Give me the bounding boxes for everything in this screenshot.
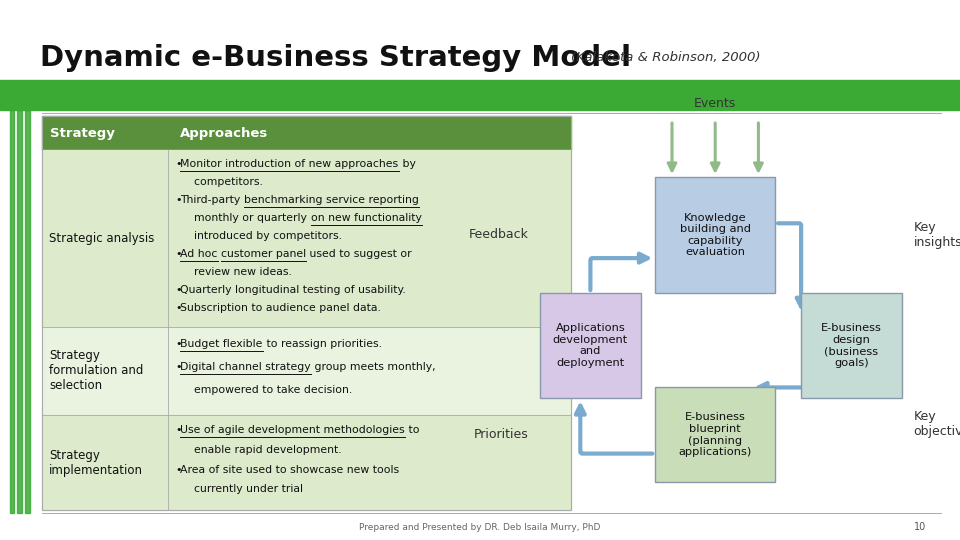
Text: 10: 10 <box>914 522 926 532</box>
Bar <box>655 177 776 293</box>
Text: empowered to take decision.: empowered to take decision. <box>180 386 352 395</box>
Text: Events: Events <box>694 97 736 111</box>
Text: currently under trial: currently under trial <box>180 484 303 495</box>
Text: Budget flexible: Budget flexible <box>180 339 263 349</box>
Bar <box>540 293 641 399</box>
Text: •: • <box>176 303 182 313</box>
Text: •: • <box>176 464 182 475</box>
Text: Feedback: Feedback <box>468 228 528 241</box>
Text: Third-party: Third-party <box>180 194 244 205</box>
Text: Strategy
implementation: Strategy implementation <box>49 449 143 477</box>
Text: enable rapid development.: enable rapid development. <box>180 444 342 455</box>
Text: on new functionality: on new functionality <box>311 213 421 222</box>
Text: to reassign priorities.: to reassign priorities. <box>263 339 382 349</box>
Bar <box>0 80 960 110</box>
Text: Knowledge
building and
capability
evaluation: Knowledge building and capability evalua… <box>680 213 751 257</box>
Bar <box>655 388 776 482</box>
Text: Ad hoc: Ad hoc <box>180 249 218 259</box>
Text: benchmarking service reporting: benchmarking service reporting <box>244 194 420 205</box>
Text: Area of site used to showcase new tools: Area of site used to showcase new tools <box>180 464 399 475</box>
Text: Use of agile development methodologies: Use of agile development methodologies <box>180 425 405 435</box>
Text: Monitor introduction of new approaches: Monitor introduction of new approaches <box>180 159 398 168</box>
Text: Priorities: Priorities <box>473 428 528 441</box>
Text: E-business
design
(business
goals): E-business design (business goals) <box>821 323 882 368</box>
Text: •: • <box>176 159 182 168</box>
Text: Key
insights: Key insights <box>914 221 960 249</box>
Bar <box>42 150 571 327</box>
Bar <box>42 116 571 510</box>
Bar <box>10 110 14 513</box>
Text: E-business
blueprint
(planning
applications): E-business blueprint (planning applicati… <box>679 413 752 457</box>
Text: Subscription to audience panel data.: Subscription to audience panel data. <box>180 303 381 313</box>
Text: •: • <box>176 339 182 349</box>
Text: Key
objectives: Key objectives <box>914 410 960 438</box>
Text: by: by <box>398 159 416 168</box>
Text: used to suggest or: used to suggest or <box>306 249 412 259</box>
Bar <box>17 110 22 513</box>
Text: group meets monthly,: group meets monthly, <box>311 362 436 372</box>
Bar <box>801 293 901 399</box>
Text: introduced by competitors.: introduced by competitors. <box>180 231 343 241</box>
Text: Prepared and Presented by DR. Deb Isaila Murry, PhD: Prepared and Presented by DR. Deb Isaila… <box>359 523 601 531</box>
Text: •: • <box>176 425 182 435</box>
Text: •: • <box>176 362 182 372</box>
Text: Strategic analysis: Strategic analysis <box>49 232 155 245</box>
Text: •: • <box>176 194 182 205</box>
Text: competitors.: competitors. <box>180 177 263 187</box>
Text: (Kalakota & Robinson, 2000): (Kalakota & Robinson, 2000) <box>571 51 760 64</box>
Text: Digital channel strategy: Digital channel strategy <box>180 362 311 372</box>
Bar <box>42 327 571 415</box>
Text: to: to <box>405 425 420 435</box>
Text: Applications
development
and
deployment: Applications development and deployment <box>553 323 628 368</box>
Text: review new ideas.: review new ideas. <box>180 267 293 276</box>
Text: customer panel: customer panel <box>222 249 306 259</box>
Text: Quarterly longitudinal testing of usability.: Quarterly longitudinal testing of usabil… <box>180 285 406 295</box>
Text: •: • <box>176 285 182 295</box>
Bar <box>42 116 571 150</box>
Bar <box>25 110 30 513</box>
Text: •: • <box>176 249 182 259</box>
Text: Strategy: Strategy <box>50 126 115 140</box>
Text: Strategy
formulation and
selection: Strategy formulation and selection <box>49 349 143 392</box>
Text: Dynamic e-Business Strategy Model: Dynamic e-Business Strategy Model <box>40 44 632 72</box>
Bar <box>42 415 571 510</box>
Text: monthly or quarterly: monthly or quarterly <box>180 213 311 222</box>
Text: Approaches: Approaches <box>180 126 268 140</box>
